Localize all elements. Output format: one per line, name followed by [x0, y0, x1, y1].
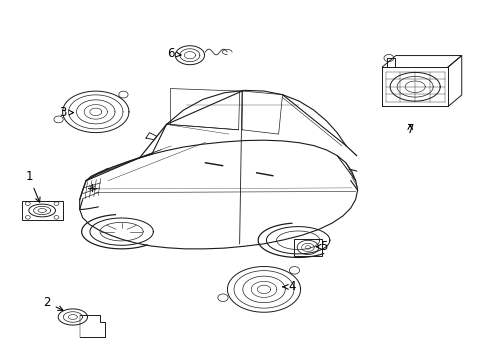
Text: 1: 1 — [25, 170, 40, 202]
Text: 4: 4 — [283, 280, 295, 293]
Text: 3: 3 — [60, 106, 74, 119]
Bar — [21, 201, 62, 220]
Text: 7: 7 — [406, 123, 413, 136]
Bar — [293, 239, 321, 256]
Text: 5: 5 — [316, 240, 326, 253]
Text: 2: 2 — [43, 296, 63, 310]
Text: 6: 6 — [167, 47, 181, 60]
